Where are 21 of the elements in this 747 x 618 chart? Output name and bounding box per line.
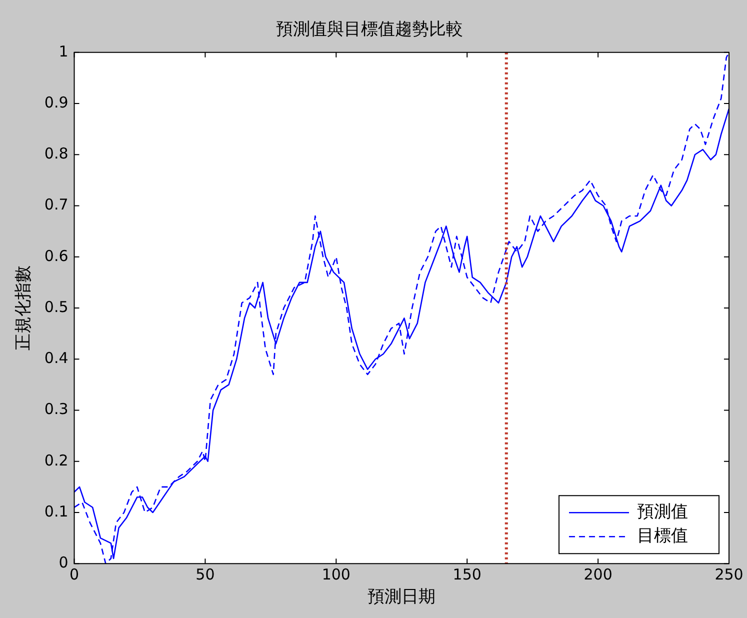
y-tick-label: 0.4 xyxy=(44,349,68,368)
x-tick-label: 250 xyxy=(714,565,744,584)
x-axis-title: 預測日期 xyxy=(368,587,436,608)
y-axis-title: 正規化指數 xyxy=(14,266,34,350)
y-tick-label: 0.2 xyxy=(44,451,68,470)
legend-label: 預測值 xyxy=(637,502,688,522)
y-tick-label: 0.6 xyxy=(44,246,68,265)
x-tick-label: 50 xyxy=(196,565,215,584)
y-tick-label: 0 xyxy=(58,553,68,572)
y-tick-label: 0.8 xyxy=(44,144,68,163)
y-tick-label: 0.1 xyxy=(44,502,68,520)
y-tick-label: 0.3 xyxy=(44,400,68,418)
legend-label: 目標值 xyxy=(637,526,688,546)
x-tick-label: 100 xyxy=(322,565,350,584)
y-tick-label: 0.7 xyxy=(44,196,68,214)
y-tick-label: 1 xyxy=(58,42,68,60)
y-tick-label: 0.5 xyxy=(44,298,68,316)
chart-title: 預測值與目標值趨勢比較 xyxy=(276,20,463,40)
x-tick-label: 200 xyxy=(584,565,612,584)
x-tick-label: 150 xyxy=(452,565,482,584)
y-tick-label: 0.9 xyxy=(44,93,68,112)
